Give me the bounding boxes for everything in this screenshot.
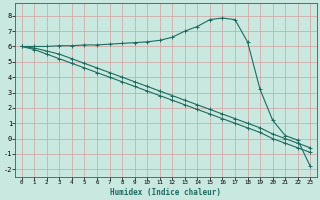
X-axis label: Humidex (Indice chaleur): Humidex (Indice chaleur) xyxy=(110,188,221,197)
